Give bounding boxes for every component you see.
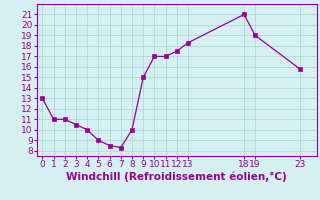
X-axis label: Windchill (Refroidissement éolien,°C): Windchill (Refroidissement éolien,°C) <box>67 172 287 182</box>
